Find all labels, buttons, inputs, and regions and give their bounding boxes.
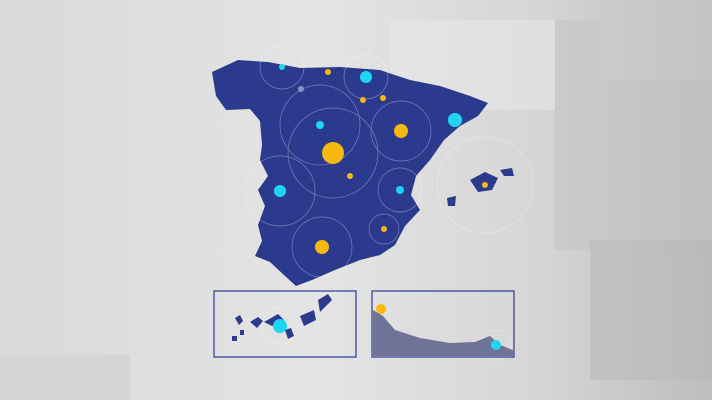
- cyan-marker: [273, 319, 287, 333]
- cyan-marker: [279, 64, 285, 70]
- yellow-marker: [394, 124, 408, 138]
- yellow-marker: [347, 173, 353, 179]
- coverage-ring: [244, 155, 316, 227]
- cyan-marker: [316, 121, 324, 129]
- cyan-marker: [448, 113, 462, 127]
- coverage-ring: [377, 167, 423, 213]
- yellow-marker: [482, 182, 488, 188]
- yellow-marker: [376, 304, 386, 314]
- yellow-marker: [380, 95, 386, 101]
- coverage-ring: [368, 213, 400, 245]
- coverage-ring: [436, 136, 534, 234]
- cyan-marker: [491, 340, 501, 350]
- cyan-marker: [396, 186, 404, 194]
- coverage-ring: [259, 44, 305, 90]
- inset-ceuta-melilla: [371, 290, 515, 358]
- yellow-marker: [315, 240, 329, 254]
- yellow-marker: [360, 97, 366, 103]
- coverage-ring: [343, 54, 389, 100]
- yellow-marker: [381, 226, 387, 232]
- balearic-islands: [447, 168, 514, 206]
- yellow-marker: [325, 69, 331, 75]
- coverage-ring: [279, 84, 361, 166]
- coverage-ring: [261, 307, 299, 345]
- gray-marker: [298, 86, 304, 92]
- cyan-marker: [360, 71, 372, 83]
- coverage-rings: [244, 44, 534, 361]
- coverage-ring: [291, 216, 353, 278]
- markers: [273, 64, 501, 350]
- cyan-marker: [274, 185, 286, 197]
- inset-canary-islands: [213, 290, 357, 358]
- coverage-ring: [370, 100, 432, 162]
- coverage-ring: [287, 107, 379, 199]
- yellow-marker: [322, 142, 344, 164]
